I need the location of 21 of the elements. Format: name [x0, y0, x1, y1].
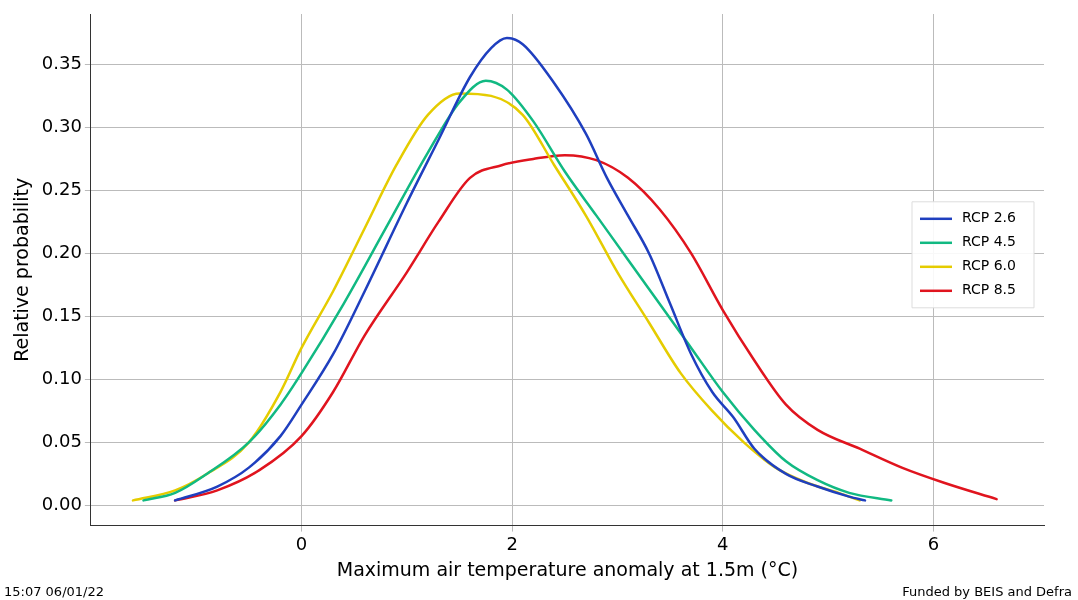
x-tick-label: 6 — [927, 533, 940, 555]
x-axis-title: Maximum air temperature anomaly at 1.5m (°C) — [336, 557, 799, 580]
y-tick-label: 0.15 — [41, 304, 82, 326]
legend-label: RCP 8.5 — [962, 281, 1016, 298]
text: 15:07 06/01/22 — [4, 583, 104, 599]
text: Funded by BEIS and Defra — [902, 583, 1072, 599]
y-tick-label: 0.35 — [41, 52, 82, 74]
y-tick-label: 0.20 — [41, 241, 82, 263]
legend-label: RCP 2.6 — [962, 209, 1017, 226]
y-axis-title: Relative probability — [10, 177, 33, 362]
y-tick-label: 0.10 — [41, 367, 82, 389]
legend-label: RCP 6.0 — [962, 257, 1016, 274]
y-tick-label: 0.30 — [41, 115, 82, 137]
y-tick-label: 0.05 — [41, 430, 82, 452]
legend-label: RCP 4.5 — [962, 233, 1016, 250]
y-tick-label: 0.25 — [41, 178, 82, 200]
line-series — [173, 36, 867, 502]
x-tick-label: 2 — [506, 533, 518, 555]
y-tick-label: 0.00 — [41, 493, 82, 515]
x-tick-label: 0 — [295, 533, 308, 555]
x-tick-label: 4 — [717, 533, 729, 555]
